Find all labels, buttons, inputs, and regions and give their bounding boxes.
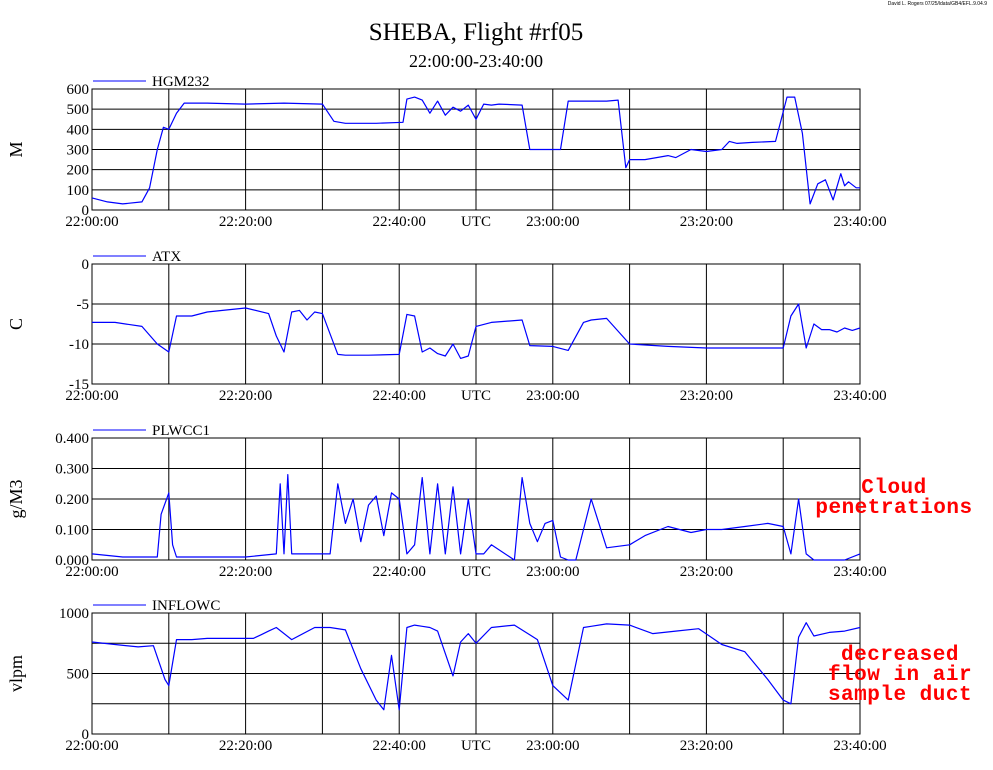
- x-tick-label: 23:40:00: [833, 214, 886, 230]
- x-tick-label: 22:20:00: [219, 388, 272, 404]
- y-tick-label: 200: [67, 163, 90, 179]
- x-tick-label: 22:40:00: [373, 388, 426, 404]
- x-tick-label: 23:00:00: [526, 564, 579, 580]
- x-tick-label: 23:00:00: [526, 214, 579, 230]
- x-tick-label: 22:00:00: [65, 738, 118, 754]
- x-tick-label: 22:00:00: [65, 388, 118, 404]
- x-tick-label: 23:20:00: [680, 738, 733, 754]
- x-tick-label: 23:40:00: [833, 388, 886, 404]
- y-tick-label: -5: [77, 297, 90, 313]
- series-line-atx: [92, 303, 861, 359]
- x-tick-label: 22:20:00: [219, 564, 272, 580]
- x-axis-label: UTC: [461, 214, 491, 230]
- y-tick-label: 0: [82, 727, 90, 743]
- panel-hgm232: 0 100 200 300 400 500 600 22:00:00 22:20:00 22:40…: [6, 74, 887, 230]
- legend-label: INFLOWC: [152, 598, 220, 614]
- x-tick-label: 23:00:00: [526, 388, 579, 404]
- x-tick-label: 23:00:00: [526, 738, 579, 754]
- x-tick-label: 23:40:00: [833, 738, 886, 754]
- y-tick-label: 1000: [59, 606, 89, 622]
- y-tick-label: -10: [69, 337, 89, 353]
- panel-plwcc1: 0.000 0.100 0.200 0.300 0.400 22:00:00 22:20:0…: [6, 423, 887, 580]
- y-tick-label: 0.200: [55, 492, 89, 508]
- x-tick-label: 22:40:00: [373, 564, 426, 580]
- y-axis-label: vlpm: [6, 655, 26, 692]
- y-tick-label: 500: [67, 667, 90, 683]
- y-axis-label: M: [6, 141, 26, 157]
- legend-label: HGM232: [152, 74, 210, 90]
- x-tick-label: 23:20:00: [680, 388, 733, 404]
- x-tick-label: 23:20:00: [680, 564, 733, 580]
- x-tick-label: 22:40:00: [373, 214, 426, 230]
- x-tick-label: 22:40:00: [373, 738, 426, 754]
- y-tick-label: -15: [69, 377, 89, 393]
- chart-title: SHEBA, Flight #rf05: [369, 19, 584, 46]
- y-tick-label: 0.100: [55, 523, 89, 539]
- annotation-line: penetrations: [815, 497, 973, 520]
- x-tick-label: 23:40:00: [833, 564, 886, 580]
- y-tick-label: 0: [82, 257, 90, 273]
- y-axis-label: C: [6, 318, 26, 330]
- legend-label: ATX: [152, 249, 181, 265]
- x-axis-label: UTC: [461, 564, 491, 580]
- chart-subtitle: 22:00:00-23:40:00: [409, 51, 543, 71]
- y-tick-label: 300: [67, 143, 90, 159]
- annotation-cloud-penetrations: Cloud penetrations: [806, 477, 982, 520]
- y-tick-label: 0.000: [55, 553, 89, 569]
- x-tick-label: 22:00:00: [65, 564, 118, 580]
- x-axis-label: UTC: [461, 388, 491, 404]
- y-tick-label: 600: [67, 82, 90, 98]
- x-axis-label: UTC: [461, 738, 491, 754]
- series-line-plwcc1: [91, 474, 861, 561]
- annotation-line: Cloud: [861, 477, 927, 500]
- annotation-line: flow in air: [827, 664, 973, 687]
- series-line-inflowc: [91, 622, 861, 711]
- y-tick-label: 100: [67, 183, 90, 199]
- y-tick-label: 500: [67, 102, 90, 118]
- x-tick-label: 22:20:00: [219, 214, 272, 230]
- x-tick-label: 22:20:00: [219, 738, 272, 754]
- credit-text: David L. Rogers 07/25/ldata/GB4/EFL.9.04…: [887, 1, 987, 7]
- panel-inflowc: 0 500 1000 22:00:00 22:20:00 22:40:00 23:00:00…: [6, 598, 887, 754]
- series-line-hgm232: [91, 96, 860, 205]
- annotation-line: decreased: [841, 644, 959, 667]
- y-tick-label: 400: [67, 122, 90, 138]
- panel-atx: -15 -10 -5 0 22:00:00 22:20:00 22:40:00 23:00:0…: [6, 249, 887, 404]
- x-tick-label: 22:00:00: [65, 214, 118, 230]
- y-tick-label: 0: [82, 203, 90, 219]
- legend-label: PLWCC1: [152, 423, 210, 439]
- annotation-line: sample duct: [827, 684, 973, 707]
- annotation-decreased-flow: decreased flow in air sample duct: [816, 644, 984, 707]
- y-tick-label: 0.400: [55, 431, 89, 447]
- y-tick-label: 0.300: [55, 462, 89, 478]
- y-axis-label: g/M3: [6, 479, 26, 518]
- x-tick-label: 23:20:00: [680, 214, 733, 230]
